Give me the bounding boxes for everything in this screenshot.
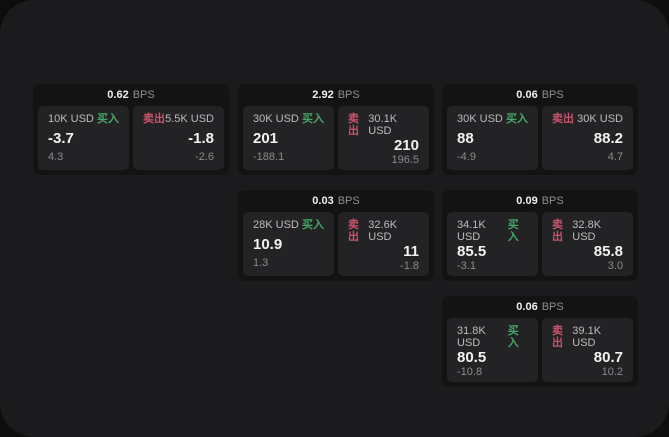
bps-header: 0.06 BPS — [442, 296, 638, 318]
sell-amount: 30K USD — [577, 113, 623, 125]
bps-unit-label: BPS — [541, 89, 564, 101]
buy-button[interactable]: 买入 — [507, 325, 519, 349]
bps-unit-label: BPS — [132, 89, 155, 101]
sell-price: 80.7 — [593, 349, 623, 366]
buy-tile[interactable]: 31.8K USD 买入 80.5 -10.8 — [447, 318, 538, 382]
quote-card: 0.06 BPS 31.8K USD 买入 80.5 -10.8 卖出 39.1… — [442, 296, 638, 387]
sell-delta: -2.6 — [195, 151, 214, 163]
sell-price: -1.8 — [188, 129, 214, 147]
bps-unit-label: BPS — [541, 195, 564, 207]
buy-tile[interactable]: 34.1K USD 买入 85.5 -3.1 — [447, 212, 538, 276]
buy-delta: -3.1 — [457, 260, 476, 272]
buy-price: 80.5 — [457, 349, 487, 366]
sell-delta: -1.8 — [400, 260, 419, 272]
sell-amount: 30.1K USD — [368, 113, 398, 137]
bps-value: 0.06 — [516, 89, 538, 101]
buy-price: 88 — [457, 129, 474, 147]
buy-button[interactable]: 买入 — [302, 113, 324, 125]
quote-card: 0.09 BPS 34.1K USD 买入 85.5 -3.1 卖出 32.8K… — [442, 190, 638, 281]
buy-amount: 30K USD — [457, 113, 503, 125]
sell-amount: 39.1K USD — [572, 325, 602, 349]
buy-delta: 4.3 — [48, 151, 64, 163]
sell-tile[interactable]: 卖出 5.5K USD -1.8 -2.6 — [133, 106, 224, 170]
sell-price: 85.8 — [593, 243, 623, 260]
buy-button[interactable]: 买入 — [97, 113, 119, 125]
sell-tile[interactable]: 卖出 39.1K USD 80.7 10.2 — [542, 318, 633, 382]
buy-tile[interactable]: 28K USD 买入 10.9 1.3 — [243, 212, 334, 276]
sell-delta: 4.7 — [607, 151, 623, 163]
sell-price: 11 — [403, 243, 419, 260]
buy-amount: 34.1K USD — [457, 219, 486, 243]
bps-unit-label: BPS — [541, 301, 564, 313]
sell-amount: 32.6K USD — [368, 219, 398, 243]
sell-button[interactable]: 卖出 — [552, 219, 563, 243]
buy-tile[interactable]: 30K USD 买入 88 -4.9 — [447, 106, 538, 170]
bps-value: 0.09 — [516, 195, 538, 207]
buy-delta: 1.3 — [253, 257, 269, 269]
sell-tile[interactable]: 卖出 30.1K USD 210 196.5 — [338, 106, 429, 170]
bps-header: 0.62 BPS — [33, 84, 229, 106]
buy-button[interactable]: 买入 — [507, 219, 519, 243]
sell-tile[interactable]: 卖出 32.8K USD 85.8 3.0 — [542, 212, 633, 276]
sell-price: 210 — [393, 137, 419, 154]
buy-price: 10.9 — [253, 235, 283, 253]
buy-button[interactable]: 买入 — [302, 219, 324, 231]
buy-delta: -10.8 — [457, 366, 483, 378]
buy-amount: 30K USD — [253, 113, 299, 125]
sell-price: 88.2 — [593, 129, 623, 147]
bps-header: 0.09 BPS — [442, 190, 638, 212]
buy-delta: -4.9 — [457, 151, 476, 163]
bps-unit-label: BPS — [337, 195, 360, 207]
sell-button[interactable]: 卖出 — [143, 113, 165, 125]
buy-amount: 10K USD — [48, 113, 94, 125]
sell-delta: 196.5 — [391, 154, 419, 166]
bps-unit-label: BPS — [337, 89, 360, 101]
buy-amount: 28K USD — [253, 219, 299, 231]
quote-card: 2.92 BPS 30K USD 买入 201 -188.1 卖出 30.1K … — [238, 84, 434, 175]
bps-value: 2.92 — [312, 89, 334, 101]
buy-button[interactable]: 买入 — [506, 113, 528, 125]
sell-button[interactable]: 卖出 — [552, 113, 574, 125]
buy-price: -3.7 — [48, 129, 74, 147]
sell-button[interactable]: 卖出 — [348, 113, 359, 137]
bps-value: 0.06 — [516, 301, 538, 313]
buy-price: 85.5 — [457, 243, 487, 260]
bps-header: 0.06 BPS — [442, 84, 638, 106]
quote-card: 0.06 BPS 30K USD 买入 88 -4.9 卖出 30K USD 8… — [442, 84, 638, 175]
bps-header: 0.03 BPS — [238, 190, 434, 212]
buy-delta: -188.1 — [253, 151, 285, 163]
buy-price: 201 — [253, 129, 279, 147]
sell-tile[interactable]: 卖出 32.6K USD 11 -1.8 — [338, 212, 429, 276]
quote-card: 0.62 BPS 10K USD 买入 -3.7 4.3 卖出 5.5K USD… — [33, 84, 229, 175]
sell-delta: 10.2 — [601, 366, 623, 378]
sell-tile[interactable]: 卖出 30K USD 88.2 4.7 — [542, 106, 633, 170]
bps-header: 2.92 BPS — [238, 84, 434, 106]
buy-amount: 31.8K USD — [457, 325, 486, 349]
bps-value: 0.62 — [107, 89, 129, 101]
sell-button[interactable]: 卖出 — [348, 219, 359, 243]
sell-delta: 3.0 — [607, 260, 623, 272]
buy-tile[interactable]: 30K USD 买入 201 -188.1 — [243, 106, 334, 170]
bps-value: 0.03 — [312, 195, 334, 207]
quote-card: 0.03 BPS 28K USD 买入 10.9 1.3 卖出 32.6K US… — [238, 190, 434, 281]
buy-tile[interactable]: 10K USD 买入 -3.7 4.3 — [38, 106, 129, 170]
sell-amount: 5.5K USD — [165, 113, 214, 125]
sell-amount: 32.8K USD — [572, 219, 602, 243]
sell-button[interactable]: 卖出 — [552, 325, 563, 349]
